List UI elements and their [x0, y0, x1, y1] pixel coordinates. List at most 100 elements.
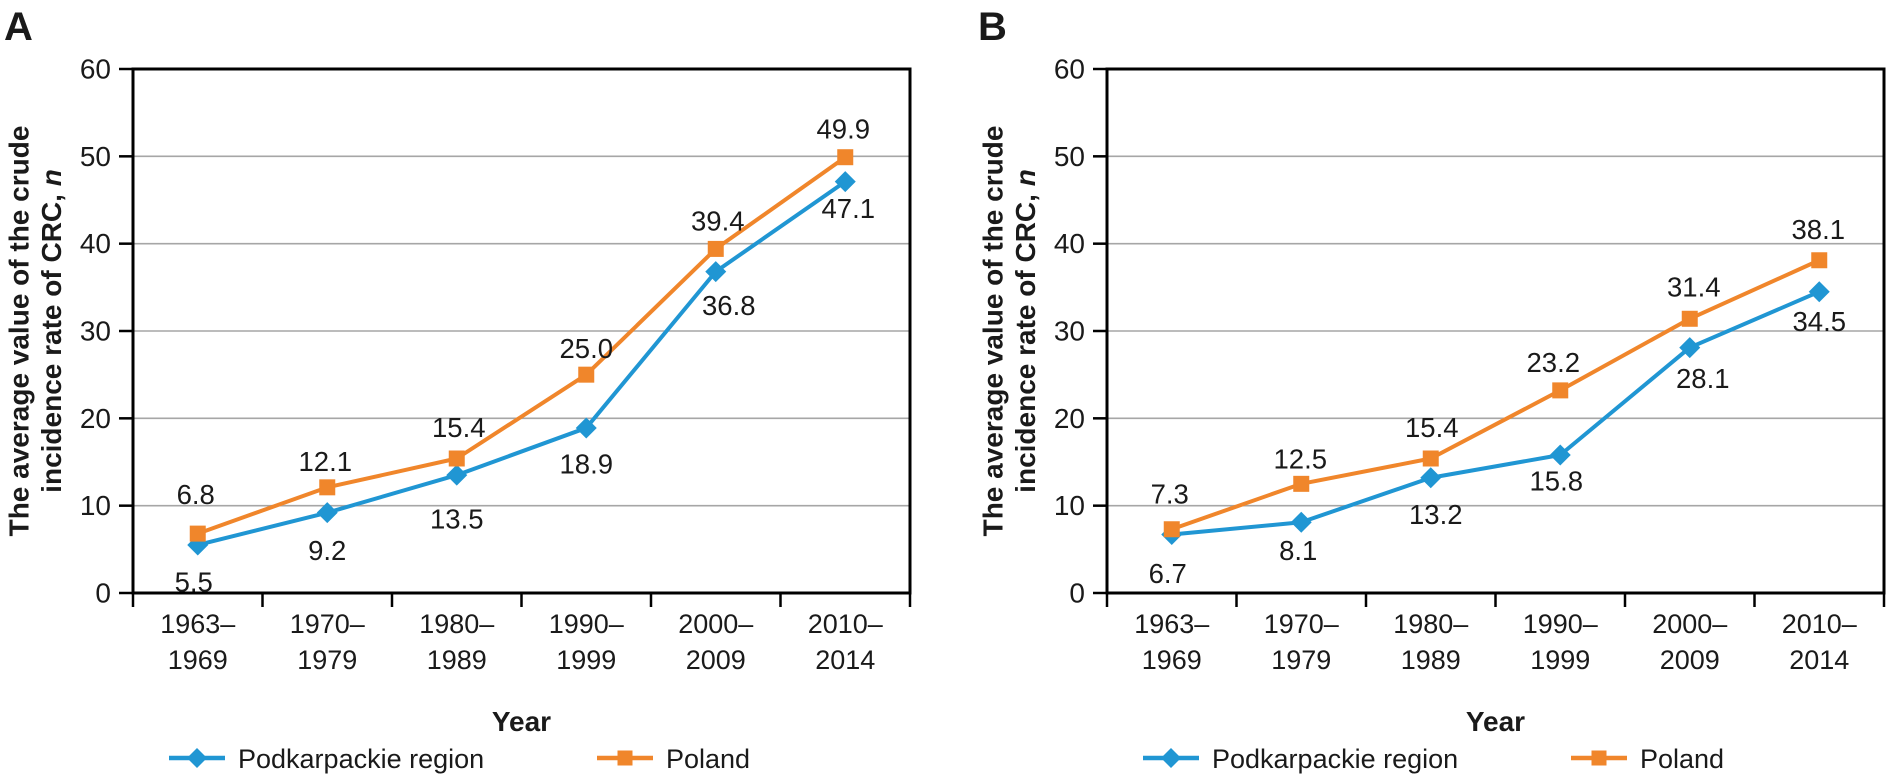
- diamond-marker: [446, 464, 468, 486]
- data-label: 7.3: [1151, 479, 1189, 510]
- y-axis-title-line2: incidence rate of CRC, n: [1010, 169, 1041, 493]
- panel-a: A01020304050601963–19691970–19791980–198…: [4, 5, 912, 774]
- data-label: 9.2: [308, 535, 346, 566]
- y-axis-title-line1: The average value of the crude: [4, 126, 35, 537]
- legend-item-poland: Poland: [597, 744, 750, 774]
- y-tick-label: 60: [80, 54, 111, 85]
- x-category-label: 1980– 1989: [419, 609, 494, 675]
- x-category-label-line2: 1989: [427, 645, 487, 675]
- series-line: [1169, 289, 1822, 537]
- legend: Podkarpackie region Poland: [1143, 744, 1724, 774]
- x-axis-title: Year: [1466, 706, 1525, 737]
- x-category-label-line2: 1969: [1142, 645, 1202, 675]
- x-category-label: 1980– 1989: [1393, 609, 1468, 675]
- x-category-label-line1: 1990–: [549, 609, 624, 639]
- diamond-marker: [834, 171, 856, 193]
- data-label: 49.9: [816, 114, 870, 145]
- square-marker: [1422, 450, 1439, 467]
- series-poland: [1163, 252, 1828, 538]
- x-category-label: 2000– 2009: [1652, 609, 1727, 675]
- square-marker: [1681, 310, 1698, 327]
- square-marker: [1811, 252, 1828, 269]
- data-label: 15.4: [1405, 412, 1459, 443]
- y-tick-label: 50: [80, 141, 111, 172]
- y-tick-label: 50: [1054, 141, 1085, 172]
- diamond-marker: [1290, 511, 1312, 533]
- data-label: 28.1: [1676, 363, 1730, 394]
- panel-b: B01020304050601963–19691970–19791980–198…: [978, 5, 1886, 774]
- data-label: 6.8: [177, 479, 215, 510]
- y-tick-label: 30: [1054, 316, 1085, 347]
- y-axis-title-line1: The average value of the crude: [978, 126, 1009, 537]
- legend-diamond-marker: [1161, 748, 1181, 768]
- y-tick-label: 20: [80, 403, 111, 434]
- y-tick-label: 20: [1054, 403, 1085, 434]
- square-marker: [1163, 521, 1180, 538]
- x-category-label-line2: 1989: [1401, 645, 1461, 675]
- legend-item-poland: Poland: [1571, 744, 1724, 774]
- legend: Podkarpackie region Poland: [169, 744, 750, 774]
- x-category-label-line1: 1990–: [1523, 609, 1598, 639]
- x-category-label: 1990– 1999: [1523, 609, 1598, 675]
- series-line: [195, 155, 848, 536]
- square-marker: [1293, 475, 1310, 492]
- x-category-label: 1990– 1999: [549, 609, 624, 675]
- legend-label: Poland: [666, 744, 750, 774]
- x-category-label-line2: 1979: [1271, 645, 1331, 675]
- y-tick-label: 0: [1069, 578, 1085, 609]
- x-category-label: 1970– 1979: [290, 609, 365, 675]
- square-marker: [1552, 382, 1569, 399]
- y-tick-label: 40: [1054, 228, 1085, 259]
- data-label: 38.1: [1791, 214, 1845, 245]
- data-label: 23.2: [1526, 347, 1580, 378]
- diamond-marker: [1808, 281, 1830, 303]
- diamond-marker: [1420, 467, 1442, 489]
- diamond-marker: [1549, 444, 1571, 466]
- legend-item-podkarpackie-region: Podkarpackie region: [169, 744, 484, 774]
- diamond-marker: [575, 417, 597, 439]
- panel-letter: B: [978, 5, 1007, 49]
- x-category-label-line1: 2000–: [1652, 609, 1727, 639]
- x-category-label-line1: 1963–: [160, 609, 235, 639]
- data-label: 39.4: [691, 205, 745, 236]
- legend-label: Podkarpackie region: [1212, 744, 1458, 774]
- data-label: 13.2: [1409, 499, 1463, 530]
- legend-square-marker: [1591, 750, 1607, 766]
- diamond-marker: [316, 502, 338, 524]
- legend-item-podkarpackie-region: Podkarpackie region: [1143, 744, 1458, 774]
- data-label: 12.5: [1273, 443, 1327, 474]
- series-podkarpackie-region: [187, 171, 856, 556]
- x-axis-title: Year: [492, 706, 551, 737]
- legend-diamond-marker: [187, 748, 207, 768]
- series-line: [1169, 258, 1822, 532]
- y-tick-label: 60: [1054, 54, 1085, 85]
- legend-label: Podkarpackie region: [238, 744, 484, 774]
- panel-letter: A: [4, 5, 33, 49]
- data-label: 36.8: [702, 290, 756, 321]
- x-category-label-line2: 2014: [1789, 645, 1849, 675]
- x-category-label-line2: 1969: [168, 645, 228, 675]
- diamond-marker: [1679, 337, 1701, 359]
- x-category-label-line1: 2000–: [678, 609, 753, 639]
- data-label: 13.5: [430, 504, 484, 535]
- x-category-label-line2: 1979: [297, 645, 357, 675]
- data-label: 15.4: [432, 412, 486, 443]
- data-label: 31.4: [1667, 271, 1721, 302]
- x-category-label: 2010– 2014: [808, 609, 883, 675]
- square-marker: [578, 366, 595, 383]
- square-marker: [837, 149, 854, 166]
- data-label: 6.7: [1149, 558, 1187, 589]
- x-category-label-line1: 2010–: [1782, 609, 1857, 639]
- x-category-label-line1: 1963–: [1134, 609, 1209, 639]
- x-category-label-line1: 1970–: [290, 609, 365, 639]
- x-category-label-line1: 1980–: [1393, 609, 1468, 639]
- data-label: 8.1: [1279, 535, 1317, 566]
- x-category-label-line2: 2009: [1660, 645, 1720, 675]
- data-label: 47.1: [821, 193, 875, 224]
- data-label: 5.5: [175, 566, 213, 597]
- data-label: 12.1: [298, 446, 352, 477]
- series-podkarpackie-region: [1161, 281, 1830, 545]
- x-category-label-line2: 2009: [686, 645, 746, 675]
